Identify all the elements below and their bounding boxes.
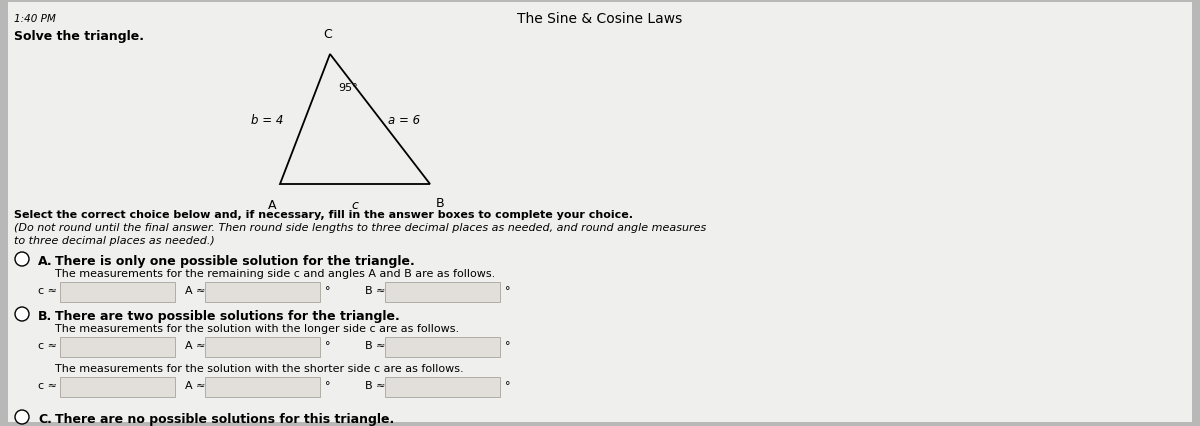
Text: °: ° bbox=[325, 285, 330, 295]
Text: 1:40 PM: 1:40 PM bbox=[14, 14, 56, 24]
Text: Select the correct choice below and, if necessary, fill in the answer boxes to c: Select the correct choice below and, if … bbox=[14, 210, 634, 219]
Text: A ≈: A ≈ bbox=[185, 285, 205, 295]
Text: (Do not round until the final answer. Then round side lengths to three decimal p: (Do not round until the final answer. Th… bbox=[14, 222, 707, 233]
Text: There are two possible solutions for the triangle.: There are two possible solutions for the… bbox=[55, 309, 400, 322]
FancyBboxPatch shape bbox=[385, 282, 500, 302]
Text: B ≈: B ≈ bbox=[365, 285, 385, 295]
Text: A ≈: A ≈ bbox=[185, 340, 205, 350]
Text: c ≈: c ≈ bbox=[38, 340, 58, 350]
Text: B: B bbox=[436, 196, 444, 210]
Text: a = 6: a = 6 bbox=[388, 113, 420, 126]
Text: °: ° bbox=[325, 380, 330, 390]
Text: A ≈: A ≈ bbox=[185, 380, 205, 390]
Text: °: ° bbox=[505, 380, 510, 390]
Text: °: ° bbox=[505, 285, 510, 295]
Text: C.: C. bbox=[38, 412, 52, 425]
Text: °: ° bbox=[325, 340, 330, 350]
Text: The measurements for the solution with the longer side c are as follows.: The measurements for the solution with t… bbox=[55, 323, 460, 333]
Text: to three decimal places as needed.): to three decimal places as needed.) bbox=[14, 236, 215, 245]
Text: A.: A. bbox=[38, 254, 53, 268]
Text: c ≈: c ≈ bbox=[38, 380, 58, 390]
Text: Solve the triangle.: Solve the triangle. bbox=[14, 30, 144, 43]
Text: B ≈: B ≈ bbox=[365, 340, 385, 350]
Text: The Sine & Cosine Laws: The Sine & Cosine Laws bbox=[517, 12, 683, 26]
Text: The measurements for the remaining side c and angles A and B are as follows.: The measurements for the remaining side … bbox=[55, 268, 496, 278]
FancyBboxPatch shape bbox=[385, 337, 500, 357]
Text: B ≈: B ≈ bbox=[365, 380, 385, 390]
Text: C: C bbox=[324, 28, 332, 41]
Text: c ≈: c ≈ bbox=[38, 285, 58, 295]
Circle shape bbox=[14, 253, 29, 266]
Text: There are no possible solutions for this triangle.: There are no possible solutions for this… bbox=[55, 412, 395, 425]
Text: c: c bbox=[352, 199, 359, 211]
FancyBboxPatch shape bbox=[60, 377, 175, 397]
FancyBboxPatch shape bbox=[205, 337, 320, 357]
FancyBboxPatch shape bbox=[60, 282, 175, 302]
Text: A: A bbox=[268, 199, 276, 211]
FancyBboxPatch shape bbox=[8, 3, 1192, 422]
Circle shape bbox=[14, 410, 29, 424]
Text: The measurements for the solution with the shorter side c are as follows.: The measurements for the solution with t… bbox=[55, 363, 463, 373]
Text: 95°: 95° bbox=[338, 83, 358, 93]
FancyBboxPatch shape bbox=[205, 377, 320, 397]
Text: B.: B. bbox=[38, 309, 53, 322]
Text: °: ° bbox=[505, 340, 510, 350]
FancyBboxPatch shape bbox=[60, 337, 175, 357]
FancyBboxPatch shape bbox=[205, 282, 320, 302]
Text: There is only one possible solution for the triangle.: There is only one possible solution for … bbox=[55, 254, 415, 268]
FancyBboxPatch shape bbox=[385, 377, 500, 397]
Circle shape bbox=[14, 307, 29, 321]
Text: b = 4: b = 4 bbox=[251, 113, 283, 126]
